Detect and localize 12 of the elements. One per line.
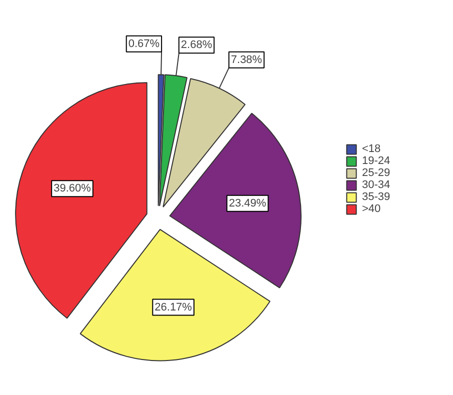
- data-label: 26.17%: [154, 301, 192, 314]
- legend-label: 19-24: [362, 155, 390, 167]
- data-label: 0.67%: [128, 38, 160, 50]
- data-label: 7.38%: [230, 54, 262, 66]
- data-label: 2.68%: [180, 39, 212, 52]
- legend-label: <18: [362, 143, 382, 155]
- legend-label: 35-39: [362, 191, 390, 203]
- data-label: 39.60%: [54, 182, 92, 195]
- data-label: 23.49%: [228, 197, 266, 210]
- legend-label: 25-29: [362, 167, 390, 179]
- legend-label: 30-34: [362, 179, 390, 191]
- legend-label: >40: [362, 203, 382, 215]
